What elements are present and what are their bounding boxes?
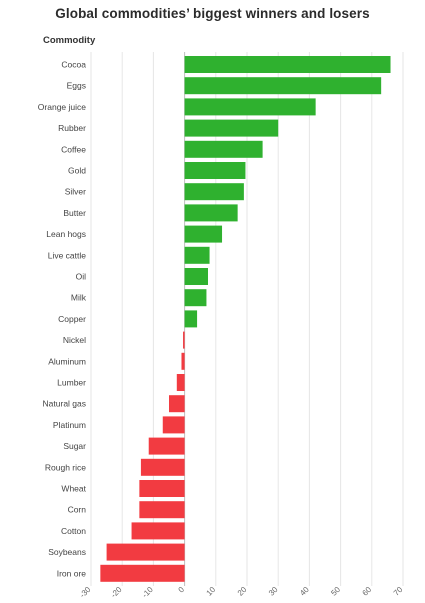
bars <box>100 56 391 582</box>
x-tick-label: -30 <box>78 585 93 600</box>
category-label: Cocoa <box>61 60 86 70</box>
bar-gold <box>184 162 246 179</box>
column-header: Commodity <box>43 35 96 46</box>
bar-oil <box>184 268 208 285</box>
category-label: Lumber <box>57 378 86 388</box>
category-label: Corn <box>68 505 87 515</box>
x-tick-label: 10 <box>205 585 218 598</box>
bar-coffee <box>184 140 263 158</box>
x-axis-ticks: -30 -20 -10 0 10 20 30 40 50 60 70 <box>78 585 405 600</box>
category-label: Natural gas <box>43 399 86 409</box>
bar-corn <box>139 501 185 519</box>
category-label: Butter <box>63 208 86 218</box>
x-tick-label: -10 <box>140 585 155 600</box>
x-tick-label: 70 <box>392 585 405 598</box>
bar-lumber <box>176 374 185 391</box>
bar-orange-juice <box>184 98 316 116</box>
category-label: Eggs <box>67 81 86 91</box>
bar-cotton <box>131 522 185 540</box>
category-label: Cotton <box>61 526 86 536</box>
bar-rubber <box>184 119 279 137</box>
bar-butter <box>184 204 238 222</box>
category-labels: Cocoa Eggs Orange juice Rubber Coffee Gold Sil… <box>38 60 87 579</box>
bar-wheat <box>139 480 185 497</box>
bar-nickel <box>183 331 185 349</box>
category-label: Sugar <box>63 441 86 451</box>
category-label: Coffee <box>61 144 86 154</box>
chart-title: Global commodities’ biggest winners and … <box>55 6 370 21</box>
bar-silver <box>184 183 244 201</box>
bar-natural-gas <box>169 395 185 413</box>
x-tick-label: 0 <box>177 585 187 595</box>
bar-aluminum <box>181 352 185 370</box>
category-label: Iron ore <box>57 568 87 578</box>
category-label: Gold <box>68 166 86 176</box>
bar-soybeans <box>106 543 185 561</box>
x-tick-label: 40 <box>298 585 311 598</box>
category-label: Copper <box>58 314 86 324</box>
bar-lean-hogs <box>184 225 223 243</box>
category-label: Nickel <box>63 335 86 345</box>
category-label: Soybeans <box>48 547 86 557</box>
category-label: Wheat <box>61 484 86 494</box>
x-tick-label: 50 <box>329 585 342 598</box>
bar-rough-rice <box>140 458 185 476</box>
bar-copper <box>184 310 198 328</box>
x-tick-label: 20 <box>236 585 249 598</box>
bar-eggs <box>184 77 382 95</box>
category-label: Aluminum <box>48 356 86 366</box>
category-label: Silver <box>65 187 86 197</box>
category-label: Orange juice <box>38 102 86 112</box>
category-label: Oil <box>76 272 87 282</box>
category-label: Live cattle <box>48 250 87 260</box>
bar-iron-ore <box>100 564 185 582</box>
x-tick-label: 60 <box>361 585 374 598</box>
category-label: Rubber <box>58 123 86 133</box>
x-tick-label: 30 <box>267 585 280 598</box>
bar-cocoa <box>184 56 391 73</box>
category-label: Milk <box>71 293 87 303</box>
x-tick-label: -20 <box>109 585 124 600</box>
bar-sugar <box>148 437 185 455</box>
bar-platinum <box>162 416 185 434</box>
category-label: Rough rice <box>45 462 86 472</box>
category-label: Platinum <box>53 420 86 430</box>
bar-milk <box>184 289 207 307</box>
bar-live-cattle <box>184 246 210 264</box>
category-label: Lean hogs <box>46 229 86 239</box>
